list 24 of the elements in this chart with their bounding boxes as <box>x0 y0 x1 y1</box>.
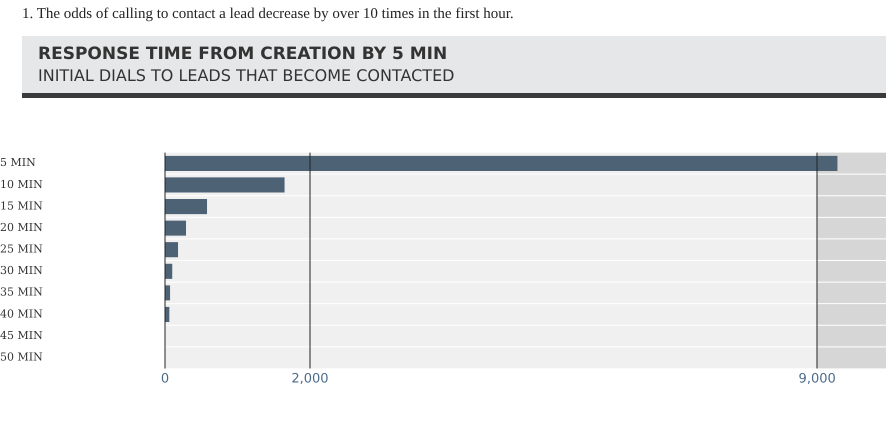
y-tick-label: 30 MIN <box>0 264 44 278</box>
bar <box>166 306 170 322</box>
x-tick-label: 0 <box>160 372 170 387</box>
y-tick-label: 25 MIN <box>0 242 44 256</box>
y-tick-label: 20 MIN <box>0 220 44 234</box>
text: 1. The odds of calling to contact a lead decrease by over 10 times in the first hour. <box>22 6 514 23</box>
chart-title: RESPONSE TIME FROM CREATION BY 5 MIN <box>38 44 448 64</box>
y-tick-label: 15 MIN <box>0 199 44 212</box>
y-tick-label: 5 MIN <box>0 156 36 170</box>
bar <box>166 264 172 279</box>
bar <box>166 242 178 258</box>
y-tick-label: 50 MIN <box>0 350 44 364</box>
y-tick-label: 35 MIN <box>0 286 44 299</box>
y-tick-label: 10 MIN <box>0 178 44 191</box>
bar <box>166 285 170 300</box>
chart-subtitle: INITIAL DIALS TO LEADS THAT BECOME CONTACTED <box>38 66 454 85</box>
bar <box>166 198 208 214</box>
y-tick-label: 45 MIN <box>0 328 44 342</box>
bar <box>166 156 838 171</box>
y-tick-label: 40 MIN <box>0 307 44 320</box>
bar <box>166 177 285 193</box>
x-tick-label: 9,000 <box>798 372 836 387</box>
x-tick-label: 2,000 <box>291 372 329 387</box>
bar <box>166 220 186 236</box>
